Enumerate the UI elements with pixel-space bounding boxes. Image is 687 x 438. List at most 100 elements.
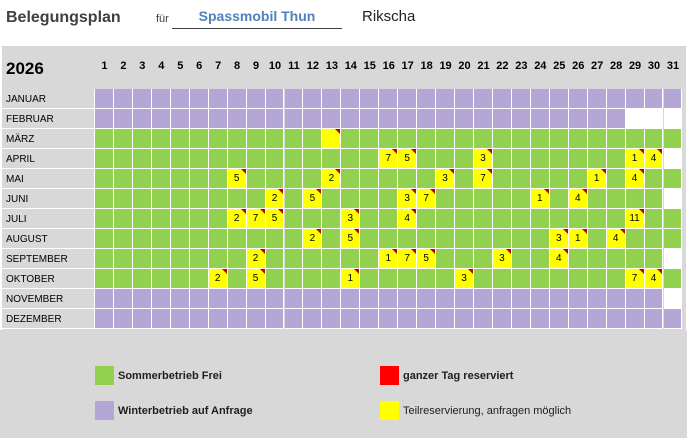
- day-cell[interactable]: [587, 189, 607, 209]
- day-cell[interactable]: [113, 149, 133, 169]
- day-cell[interactable]: [265, 229, 285, 249]
- day-cell[interactable]: [436, 209, 456, 229]
- day-cell[interactable]: [341, 289, 361, 309]
- day-cell[interactable]: [284, 309, 304, 329]
- day-cell[interactable]: [170, 169, 190, 189]
- day-cell[interactable]: [303, 209, 323, 229]
- day-cell[interactable]: [322, 269, 342, 289]
- day-cell[interactable]: [265, 289, 285, 309]
- day-cell[interactable]: [132, 309, 152, 329]
- day-cell[interactable]: [549, 269, 569, 289]
- day-cell[interactable]: [644, 309, 664, 329]
- day-cell[interactable]: [246, 129, 266, 149]
- day-cell[interactable]: [606, 129, 626, 149]
- day-cell[interactable]: [95, 129, 114, 149]
- day-cell[interactable]: [455, 309, 474, 329]
- day-cell[interactable]: [303, 109, 323, 129]
- day-cell[interactable]: [189, 189, 209, 209]
- day-cell[interactable]: [474, 269, 493, 289]
- day-cell[interactable]: [587, 269, 607, 289]
- day-cell[interactable]: [303, 249, 323, 269]
- day-cell[interactable]: [549, 89, 569, 109]
- day-cell[interactable]: [530, 229, 550, 249]
- day-cell[interactable]: [492, 149, 512, 169]
- day-cell[interactable]: [151, 229, 171, 249]
- day-cell[interactable]: [436, 189, 456, 209]
- day-cell[interactable]: 5: [341, 229, 361, 249]
- day-cell[interactable]: [360, 149, 380, 169]
- day-cell[interactable]: [455, 149, 474, 169]
- day-cell[interactable]: [284, 209, 304, 229]
- day-cell[interactable]: [530, 129, 550, 149]
- day-cell[interactable]: [379, 309, 399, 329]
- day-cell[interactable]: [625, 309, 645, 329]
- day-cell[interactable]: [322, 289, 342, 309]
- day-cell[interactable]: [455, 249, 474, 269]
- day-cell[interactable]: [549, 169, 569, 189]
- day-cell[interactable]: [132, 189, 152, 209]
- day-cell[interactable]: [417, 289, 437, 309]
- day-cell[interactable]: [417, 129, 437, 149]
- day-cell[interactable]: 2: [246, 249, 266, 269]
- day-cell[interactable]: 4: [625, 169, 645, 189]
- day-cell[interactable]: [151, 209, 171, 229]
- day-cell[interactable]: [95, 289, 114, 309]
- day-cell[interactable]: [625, 89, 645, 109]
- day-cell[interactable]: [398, 289, 418, 309]
- day-cell[interactable]: [549, 189, 569, 209]
- day-cell[interactable]: [95, 89, 114, 109]
- day-cell[interactable]: [170, 109, 190, 129]
- day-cell[interactable]: [95, 109, 114, 129]
- day-cell[interactable]: [663, 209, 683, 229]
- day-cell[interactable]: [417, 229, 437, 249]
- day-cell[interactable]: [568, 249, 588, 269]
- day-cell[interactable]: [644, 209, 664, 229]
- day-cell[interactable]: [341, 149, 361, 169]
- day-cell[interactable]: [132, 109, 152, 129]
- day-cell[interactable]: [322, 209, 342, 229]
- day-cell[interactable]: [379, 89, 399, 109]
- day-cell[interactable]: [606, 189, 626, 209]
- day-cell[interactable]: [530, 269, 550, 289]
- day-cell[interactable]: [549, 109, 569, 129]
- day-cell[interactable]: [530, 309, 550, 329]
- day-cell[interactable]: [474, 229, 493, 249]
- day-cell[interactable]: 2: [227, 209, 247, 229]
- day-cell[interactable]: [606, 269, 626, 289]
- day-cell[interactable]: [492, 269, 512, 289]
- day-cell[interactable]: [284, 149, 304, 169]
- day-cell[interactable]: [265, 269, 285, 289]
- day-cell[interactable]: [417, 89, 437, 109]
- day-cell[interactable]: [265, 149, 285, 169]
- day-cell[interactable]: 7: [398, 249, 418, 269]
- day-cell[interactable]: [436, 129, 456, 149]
- day-cell[interactable]: [113, 89, 133, 109]
- day-cell[interactable]: 2: [265, 189, 285, 209]
- day-cell[interactable]: [208, 129, 228, 149]
- day-cell[interactable]: [322, 89, 342, 109]
- day-cell[interactable]: [303, 89, 323, 109]
- day-cell[interactable]: [170, 309, 190, 329]
- day-cell[interactable]: [227, 109, 247, 129]
- day-cell[interactable]: [379, 209, 399, 229]
- day-cell[interactable]: [189, 209, 209, 229]
- day-cell[interactable]: [95, 229, 114, 249]
- day-cell[interactable]: 7: [417, 189, 437, 209]
- day-cell[interactable]: [587, 209, 607, 229]
- day-cell[interactable]: 5: [417, 249, 437, 269]
- day-cell[interactable]: 4: [568, 189, 588, 209]
- day-cell[interactable]: [341, 189, 361, 209]
- day-cell[interactable]: [322, 309, 342, 329]
- day-cell[interactable]: [246, 89, 266, 109]
- day-cell[interactable]: 2: [208, 269, 228, 289]
- day-cell[interactable]: [95, 169, 114, 189]
- day-cell[interactable]: [208, 289, 228, 309]
- day-cell[interactable]: [227, 269, 247, 289]
- day-cell[interactable]: [474, 89, 493, 109]
- day-cell[interactable]: [189, 149, 209, 169]
- day-cell[interactable]: [95, 189, 114, 209]
- day-cell[interactable]: [360, 109, 380, 129]
- day-cell[interactable]: [189, 109, 209, 129]
- day-cell[interactable]: [587, 289, 607, 309]
- day-cell[interactable]: [265, 309, 285, 329]
